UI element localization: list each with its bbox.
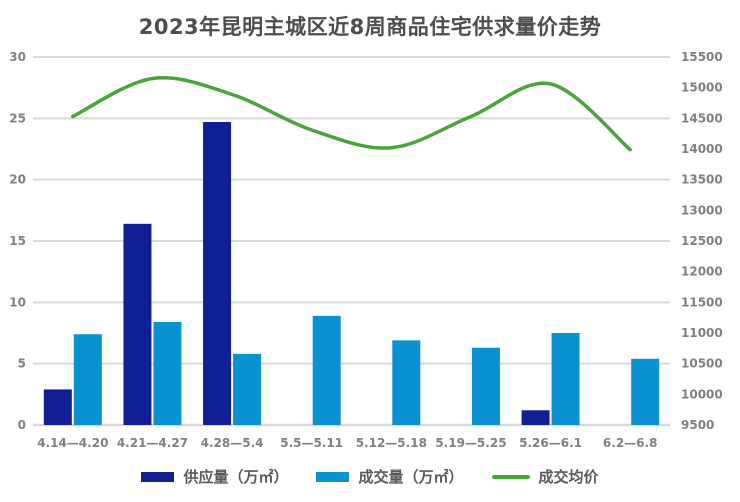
bar-supply — [43, 389, 72, 425]
bar-transaction — [233, 353, 262, 425]
right-axis-tick-label: 15000 — [681, 81, 723, 95]
x-axis-label: 5.12—5.18 — [356, 436, 427, 450]
x-axis-label: 5.19—5.25 — [435, 436, 506, 450]
left-axis-tick-label: 30 — [9, 50, 26, 64]
legend: 供应量（万㎡） 成交量（万㎡） 成交均价 — [0, 466, 740, 487]
chart-title: 2023年昆明主城区近8周商品住宅供求量价走势 — [138, 15, 602, 39]
right-axis-tick-label: 14500 — [681, 111, 723, 125]
left-axis-tick-label: 20 — [9, 173, 26, 187]
price-line-swatch-icon — [491, 474, 530, 479]
bar-transaction — [73, 334, 102, 425]
transaction-swatch-icon — [316, 471, 350, 482]
bar-supply — [521, 410, 550, 425]
legend-label-price: 成交均价 — [538, 468, 599, 486]
supply-swatch-icon — [141, 471, 175, 482]
x-axis-label: 4.21—4.27 — [117, 436, 188, 450]
left-axis-tick-label: 5 — [18, 357, 26, 371]
right-axis-tick-label: 12000 — [681, 265, 723, 279]
right-axis-tick-label: 12500 — [681, 234, 723, 248]
legend-label-supply: 供应量（万㎡） — [183, 468, 289, 486]
right-axis-tick-label: 13000 — [681, 203, 723, 217]
right-axis-tick-label: 11000 — [681, 326, 723, 340]
bar-transaction — [631, 358, 660, 425]
legend-item-price: 成交均价 — [491, 466, 599, 487]
bar-supply — [123, 223, 152, 425]
x-axis-label: 5.5—5.11 — [280, 436, 343, 450]
right-axis-tick-label: 11500 — [681, 295, 723, 309]
left-axis-tick-label: 25 — [9, 111, 26, 125]
bar-transaction — [471, 347, 500, 425]
x-axis-label: 4.14—4.20 — [37, 436, 108, 450]
right-axis-tick-label: 9500 — [681, 418, 714, 432]
left-axis-tick-label: 15 — [9, 234, 26, 248]
x-axis-label: 5.26—6.1 — [519, 436, 582, 450]
bar-transaction — [153, 321, 182, 425]
x-axis-label: 6.2—6.8 — [603, 436, 658, 450]
legend-item-transaction: 成交量（万㎡） — [316, 466, 464, 487]
right-axis-tick-label: 10000 — [681, 387, 723, 401]
left-axis-tick-label: 10 — [9, 295, 26, 309]
legend-label-transaction: 成交量（万㎡） — [358, 468, 464, 486]
right-axis-tick-label: 15500 — [681, 50, 723, 64]
x-axis-label: 4.28—5.4 — [201, 436, 264, 450]
right-axis-tick-label: 10500 — [681, 357, 723, 371]
bar-transaction — [551, 333, 580, 425]
legend-item-supply: 供应量（万㎡） — [141, 466, 288, 487]
bar-transaction — [392, 340, 421, 425]
right-axis-tick-label: 13500 — [681, 173, 723, 187]
left-axis-tick-label: 0 — [18, 418, 26, 432]
right-axis-tick-label: 14000 — [681, 142, 723, 156]
bar-supply — [203, 122, 232, 425]
price-trend-line — [71, 76, 632, 152]
bar-transaction — [312, 315, 341, 425]
